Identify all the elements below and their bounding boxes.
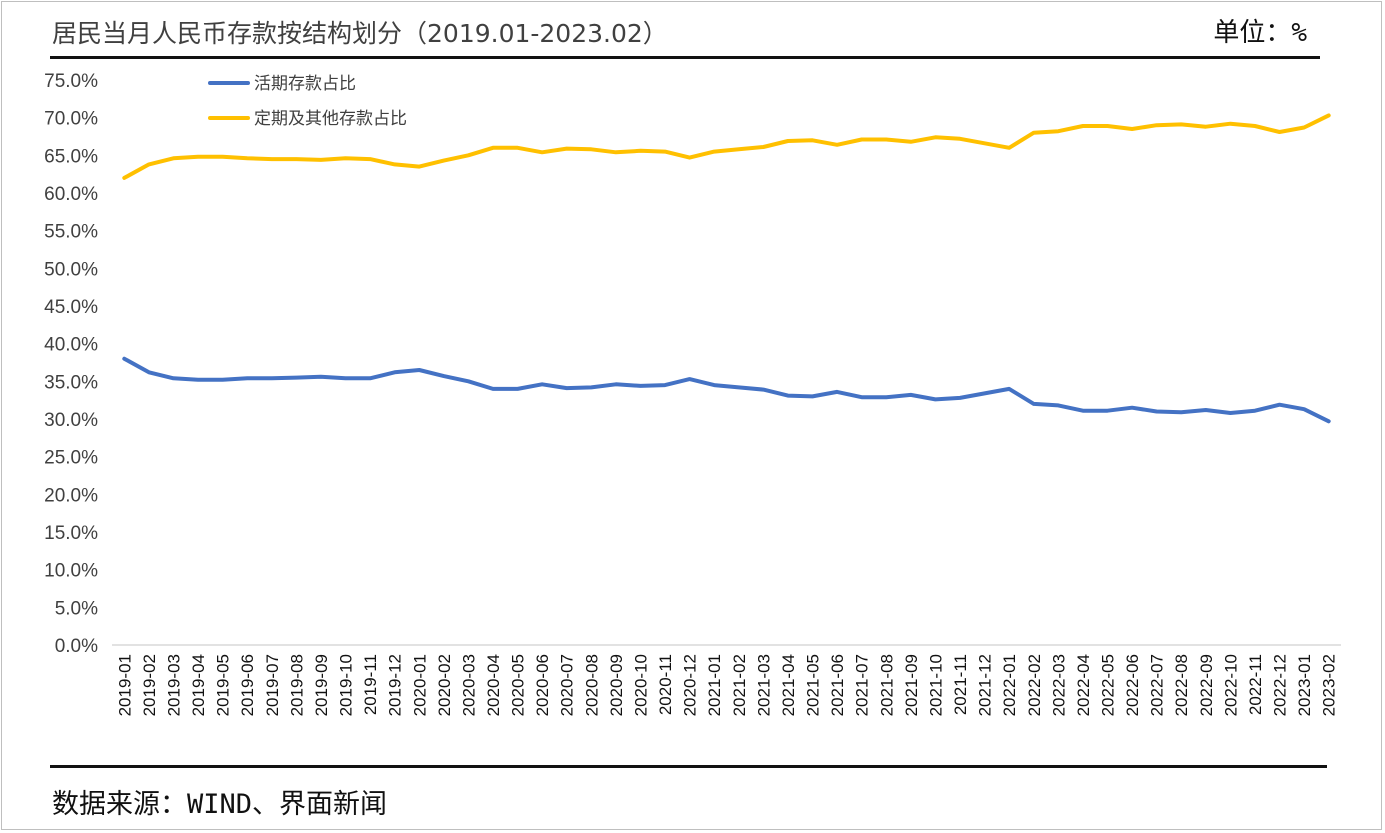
x-tick-label: 2022-08 — [1172, 654, 1191, 716]
x-tick-label: 2020-03 — [459, 654, 478, 716]
series-line-2 — [122, 113, 1331, 180]
legend-label-1: 活期存款占比 — [254, 74, 356, 94]
y-tick-label: 70.0% — [44, 109, 98, 130]
x-tick-label: 2020-07 — [558, 654, 577, 716]
x-tick-label: 2022-04 — [1074, 654, 1093, 716]
x-tick-label: 2022-01 — [1000, 654, 1019, 716]
y-tick-label: 35.0% — [44, 372, 98, 393]
x-tick-label: 2022-11 — [1246, 654, 1265, 715]
y-tick-label: 40.0% — [44, 335, 98, 356]
x-tick-label: 2020-10 — [631, 654, 650, 716]
y-tick-label: 20.0% — [44, 485, 98, 506]
y-tick-label: 65.0% — [44, 146, 98, 167]
bottom-rule — [50, 765, 1327, 768]
x-tick-label: 2021-08 — [877, 654, 896, 716]
top-rule — [50, 56, 1320, 59]
x-tick-label: 2022-06 — [1123, 654, 1142, 716]
x-tick-label: 2021-02 — [730, 654, 749, 716]
x-tick-label: 2021-12 — [976, 654, 995, 716]
y-tick-label: 50.0% — [44, 259, 98, 280]
x-tick-label: 2021-09 — [902, 654, 921, 716]
x-tick-label: 2020-01 — [410, 654, 429, 716]
x-tick-label: 2021-11 — [951, 654, 970, 715]
x-tick-label: 2019-08 — [287, 654, 306, 716]
x-tick-label: 2021-10 — [926, 654, 945, 716]
x-tick-label: 2022-12 — [1271, 654, 1290, 716]
y-tick-label: 45.0% — [44, 297, 98, 318]
x-tick-label: 2019-12 — [386, 654, 405, 716]
x-tick-label: 2022-10 — [1221, 654, 1240, 716]
x-tick-label: 2021-06 — [828, 654, 847, 716]
y-tick-label: 0.0% — [55, 636, 98, 657]
x-tick-label: 2019-04 — [189, 654, 208, 716]
y-tick-label: 10.0% — [44, 561, 98, 582]
x-tick-label: 2023-02 — [1320, 654, 1339, 716]
x-tick-label: 2021-04 — [779, 654, 798, 716]
x-tick-label: 2019-03 — [164, 654, 183, 716]
x-tick-label: 2019-10 — [337, 654, 356, 716]
x-tick-label: 2021-07 — [853, 654, 872, 716]
x-tick-label: 2023-01 — [1295, 654, 1314, 716]
x-tick-label: 2019-02 — [140, 654, 159, 716]
x-tick-label: 2022-09 — [1197, 654, 1216, 716]
chart-title: 居民当月人民币存款按结构划分（2019.01-2023.02） — [52, 19, 668, 48]
y-tick-label: 5.0% — [55, 598, 98, 619]
x-tick-label: 2020-12 — [681, 654, 700, 716]
x-tick-label: 2021-01 — [705, 654, 724, 716]
y-tick-label: 60.0% — [44, 184, 98, 205]
x-tick-label: 2020-05 — [509, 654, 528, 716]
y-tick-label: 30.0% — [44, 410, 98, 431]
y-tick-label: 75.0% — [44, 71, 98, 92]
x-tick-label: 2019-07 — [263, 654, 282, 716]
x-tick-label: 2020-02 — [435, 654, 454, 716]
x-tick-label: 2022-07 — [1148, 654, 1167, 716]
unit-label: 单位：% — [1213, 18, 1307, 48]
x-tick-label: 2019-01 — [115, 654, 134, 716]
x-tick-label: 2021-05 — [804, 654, 823, 716]
x-tick-label: 2020-04 — [484, 654, 503, 716]
x-tick-label: 2022-02 — [1025, 654, 1044, 716]
x-tick-label: 2020-06 — [533, 654, 552, 716]
x-tick-label: 2022-03 — [1049, 654, 1068, 716]
series-line-1 — [122, 356, 1331, 424]
x-tick-label: 2022-05 — [1098, 654, 1117, 716]
x-tick-label: 2019-11 — [361, 654, 380, 715]
x-tick-label: 2021-03 — [754, 654, 773, 716]
x-tick-label: 2019-09 — [312, 654, 331, 716]
x-tick-label: 2020-08 — [582, 654, 601, 716]
legend-label-2: 定期及其他存款占比 — [254, 109, 407, 129]
y-tick-label: 15.0% — [44, 523, 98, 544]
x-tick-label: 2019-06 — [238, 654, 257, 716]
x-tick-label: 2020-09 — [607, 654, 626, 716]
x-tick-label: 2019-05 — [214, 654, 233, 716]
y-tick-label: 55.0% — [44, 222, 98, 243]
source-note: 数据来源：WIND、界面新闻 — [52, 789, 388, 820]
x-tick-label: 2020-11 — [656, 654, 675, 715]
y-tick-label: 25.0% — [44, 448, 98, 469]
